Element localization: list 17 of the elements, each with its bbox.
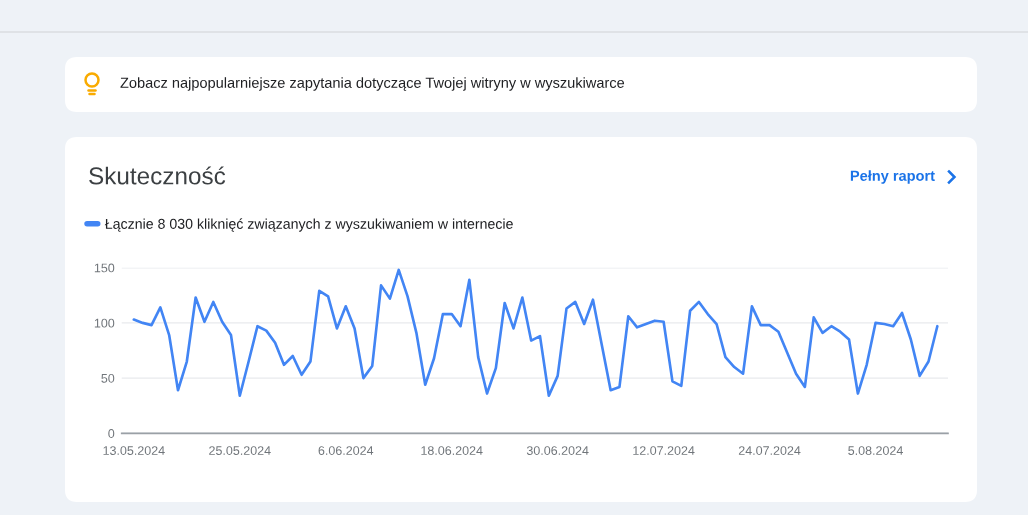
x-tick-label: 12.07.2024 (633, 446, 695, 455)
text: Pełny raport (850, 170, 935, 184)
text: Zobacz najpopularniejsze zapytania dotyczące Twojej witryny w wyszukiwarce (120, 77, 625, 91)
legend-label: Łącznie 8 030 kliknięć związanych z wyszukiwaniem w internecie (104, 218, 513, 232)
x-tick-label: 6.06.2024 (318, 446, 374, 455)
x-tick-label: 5.08.2024 (848, 446, 903, 455)
chart-title: Skuteczność (89, 166, 226, 185)
y-tick-label: 150 (94, 263, 115, 273)
x-tick-label: 13.05.2024 (103, 446, 165, 455)
y-tick-label: 100 (94, 318, 115, 328)
x-tick-label: 24.07.2024 (738, 446, 801, 455)
x-tick-label: 18.06.2024 (421, 446, 483, 455)
x-tick-label: 30.06.2024 (526, 446, 589, 455)
y-tick-label: 50 (101, 373, 115, 383)
y-tick-label: 0 (108, 429, 115, 438)
x-tick-label: 25.05.2024 (209, 446, 271, 455)
line-series (132, 268, 939, 398)
